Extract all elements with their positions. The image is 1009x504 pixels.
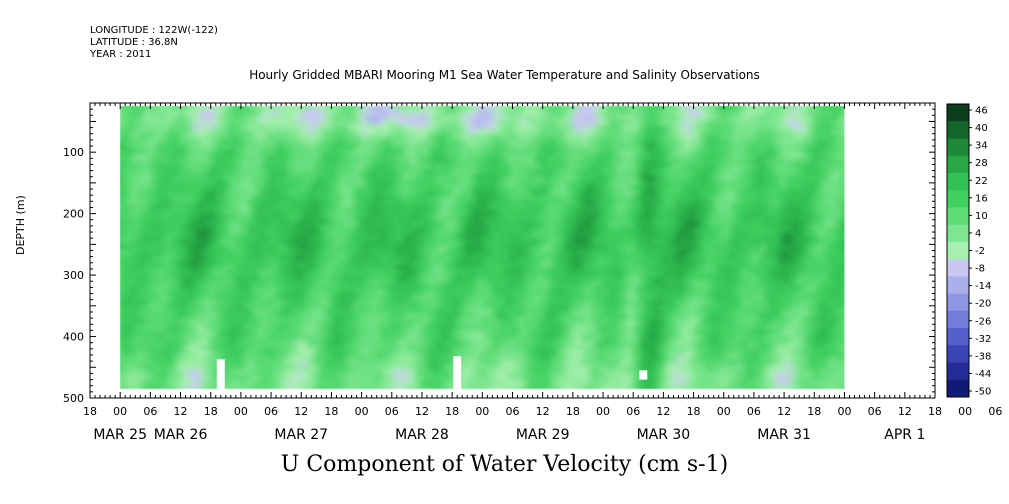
- x-tick-label: 06: [868, 405, 882, 418]
- axes: 18 00 06 12 18 00 06 12 18 00 06 12 18 00 06 12 18 00 06 12…: [63, 102, 1002, 443]
- x-tick-label: 18: [83, 405, 97, 418]
- velocity-field: [120, 106, 845, 389]
- x-tick-label: 12: [536, 405, 550, 418]
- colorbar-label: -14: [975, 281, 991, 292]
- x-tick-label: 12: [777, 405, 791, 418]
- y-tick-label: 400: [63, 331, 84, 344]
- colorbar-label: -50: [975, 387, 991, 398]
- x-tick-label: 18: [566, 405, 580, 418]
- x-tick-label: 12: [415, 405, 429, 418]
- colorbar-label: 4: [975, 228, 981, 239]
- colorbar-segment: [947, 172, 969, 191]
- colorbar-label: -38: [975, 351, 991, 362]
- colorbar-label: -8: [975, 264, 985, 275]
- date-label: MAR 31: [757, 427, 811, 443]
- date-label: MAR 25: [93, 427, 147, 443]
- colorbar-segment: [947, 207, 969, 226]
- colorbar-segment: [947, 121, 969, 139]
- x-tick-label: 12: [656, 405, 670, 418]
- colorbar-label: 40: [975, 123, 988, 134]
- x-tick-label: 18: [687, 405, 701, 418]
- colorbar-label: -32: [975, 334, 991, 345]
- x-tick-label: 00: [234, 405, 248, 418]
- x-tick-label: 00: [596, 405, 610, 418]
- date-label: MAR 30: [637, 427, 691, 443]
- date-label: MAR 27: [274, 427, 328, 443]
- y-tick-label: 200: [63, 208, 84, 221]
- colorbar-segment: [947, 190, 969, 208]
- colorbar-segment: [947, 104, 969, 122]
- x-tick-label: 18: [204, 405, 218, 418]
- colorbar-label: 46: [975, 106, 988, 117]
- colorbar-segment: [947, 241, 969, 260]
- x-tick-label: 06: [626, 405, 640, 418]
- x-tick-label: 06: [506, 405, 520, 418]
- colorbar-label: -26: [975, 316, 991, 327]
- x-tick-label: 12: [174, 405, 188, 418]
- y-tick-label: 500: [63, 392, 84, 405]
- colorbar: 46 40 34 28 22 16 10 4 -2 -8 -14 -20 -26 -32 -38 -44 -50: [946, 103, 991, 398]
- colorbar-segment: [947, 362, 969, 381]
- x-tick-label: 00: [355, 405, 369, 418]
- colorbar-segment: [947, 224, 969, 243]
- colorbar-segment: [947, 345, 969, 364]
- masked-gap-1: [453, 356, 462, 389]
- x-tick-label: 06: [747, 405, 761, 418]
- colorbar-label: -20: [975, 299, 991, 310]
- x-tick-label: 18: [324, 405, 338, 418]
- x-tick-label: 06: [143, 405, 157, 418]
- colorbar-segment: [947, 276, 969, 295]
- longitude-label: LONGITUDE : 122W(-122): [90, 25, 218, 36]
- colorbar-label: 22: [975, 176, 988, 187]
- chart-title: Hourly Gridded MBARI Mooring M1 Sea Wate…: [249, 68, 760, 82]
- x-tick-label: 06: [988, 405, 1002, 418]
- colorbar-segment: [947, 155, 969, 174]
- colorbar-segment: [947, 293, 969, 312]
- x-tick-label: 12: [294, 405, 308, 418]
- colorbar-segment: [947, 259, 969, 277]
- colorbar-label: 10: [975, 211, 988, 222]
- x-tick-label: 18: [928, 405, 942, 418]
- chart-subtitle: U Component of Water Velocity (cm s-1): [280, 452, 729, 477]
- colorbar-label: -44: [975, 369, 991, 380]
- x-tick-label: 00: [475, 405, 489, 418]
- date-label: MAR 29: [516, 427, 570, 443]
- x-tick-label: 00: [958, 405, 972, 418]
- latitude-label: LATITUDE : 36.8N: [90, 37, 178, 48]
- x-tick-label: 06: [264, 405, 278, 418]
- colorbar-segment: [947, 328, 969, 346]
- year-label: YEAR : 2011: [90, 49, 152, 60]
- colorbar-segment: [947, 138, 969, 157]
- colorbar-label: 16: [975, 193, 988, 204]
- y-tick-label: 300: [63, 269, 84, 282]
- colorbar-segment: [947, 379, 969, 398]
- x-tick-label: 00: [113, 405, 127, 418]
- x-tick-label: 12: [898, 405, 912, 418]
- masked-gap-0: [216, 359, 225, 389]
- masked-gap-2: [639, 370, 648, 380]
- colorbar-label: 34: [975, 141, 988, 152]
- date-label: APR 1: [884, 427, 925, 443]
- x-tick-label: 06: [385, 405, 399, 418]
- date-label: MAR 28: [395, 427, 449, 443]
- x-tick-label: 00: [717, 405, 731, 418]
- colorbar-segment: [947, 310, 969, 329]
- x-tick-label: 18: [445, 405, 459, 418]
- masked-gaps: [216, 356, 648, 389]
- x-tick-label: 18: [807, 405, 821, 418]
- date-label: MAR 26: [154, 427, 208, 443]
- colorbar-label: 28: [975, 158, 988, 169]
- y-tick-label: 100: [63, 146, 84, 159]
- colorbar-label: -2: [975, 246, 985, 257]
- x-tick-label: 00: [837, 405, 851, 418]
